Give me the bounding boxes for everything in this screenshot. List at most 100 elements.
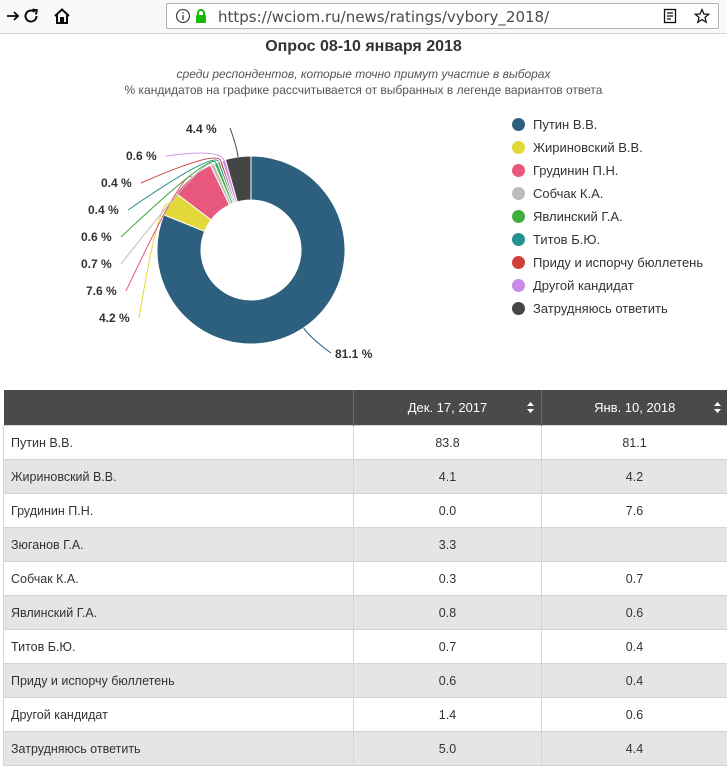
legend-item[interactable]: Грудинин П.Н. — [512, 159, 727, 182]
table-row: Затрудняюсь ответить 5.0 4.4 — [3, 731, 727, 766]
table-row: Другой кандидат 1.4 0.6 — [3, 697, 727, 732]
slice-leader-line — [120, 162, 213, 265]
legend-item[interactable]: Приду и испорчу бюллетень — [512, 251, 727, 274]
legend-marker-icon — [512, 164, 525, 177]
forward-arrow-icon[interactable] — [1, 4, 25, 28]
url-text[interactable]: https://wciom.ru/news/ratings/vybory_201… — [218, 8, 550, 26]
row-name-cell: Жириновский В.В. — [3, 459, 354, 494]
legend-label: Другой кандидат — [533, 278, 634, 293]
pie-slice[interactable] — [224, 155, 252, 203]
legend-marker-icon — [512, 141, 525, 154]
jan-2018-cell: 0.4 — [541, 663, 727, 698]
chart-subtitle: среди респондентов, которые точно примут… — [176, 67, 551, 81]
slice-data-label: 7.6 % — [86, 284, 117, 298]
table-header-row: Дек. 17, 2017 Янв. 10, 2018 — [3, 390, 727, 426]
jan-2018-cell: 4.4 — [541, 731, 727, 766]
dec-2017-cell: 0.0 — [353, 493, 542, 528]
legend-item[interactable]: Жириновский В.В. — [512, 136, 727, 159]
results-table: Дек. 17, 2017 Янв. 10, 2018 Путин В.В. 83… — [3, 390, 727, 766]
legend-marker-icon — [512, 118, 525, 131]
slice-data-label: 4.2 % — [99, 311, 130, 325]
legend-label: Приду и испорчу бюллетень — [533, 255, 704, 270]
chart-legend: Путин В.В. Жириновский В.В. Грудинин П.Н. С… — [512, 113, 727, 320]
table-row: Зюганов Г.А. 3.3 — [3, 527, 727, 562]
slice-data-label: 4.4 % — [186, 122, 217, 136]
table-row: Явлинский Г.А. 0.8 0.6 — [3, 595, 727, 630]
slice-leader-line — [120, 161, 217, 238]
legend-label: Собчак К.А. — [533, 186, 604, 201]
header-dec-2017[interactable]: Дек. 17, 2017 — [353, 390, 542, 426]
legend-label: Жириновский В.В. — [533, 140, 643, 155]
dec-2017-cell: 0.3 — [353, 561, 542, 596]
legend-label: Явлинский Г.А. — [533, 209, 623, 224]
slice-data-label: 0.4 % — [101, 176, 132, 190]
table-row: Собчак К.А. 0.3 0.7 — [3, 561, 727, 596]
legend-label: Путин В.В. — [533, 117, 598, 132]
legend-item[interactable]: Затрудняюсь ответить — [512, 297, 727, 320]
header-jan-2018[interactable]: Янв. 10, 2018 — [541, 390, 727, 426]
legend-item[interactable]: Другой кандидат — [512, 274, 727, 297]
legend-marker-icon — [512, 279, 525, 292]
jan-2018-cell: 4.2 — [541, 459, 727, 494]
dec-2017-cell: 3.3 — [353, 527, 542, 562]
row-name-cell: Собчак К.А. — [3, 561, 354, 596]
jan-2018-cell: 0.7 — [541, 561, 727, 596]
legend-label: Титов Б.Ю. — [533, 232, 601, 247]
table-row: Путин В.В. 83.8 81.1 — [3, 425, 727, 460]
jan-2018-cell: 7.6 — [541, 493, 727, 528]
row-name-cell: Приду и испорчу бюллетень — [3, 663, 354, 698]
bookmark-star-icon[interactable] — [694, 8, 710, 24]
lock-icon[interactable] — [193, 8, 209, 24]
legend-label: Затрудняюсь ответить — [533, 301, 668, 316]
row-name-cell: Затрудняюсь ответить — [3, 731, 354, 766]
slice-data-label: 0.4 % — [88, 203, 119, 217]
slice-data-label: 0.6 % — [81, 230, 112, 244]
legend-marker-icon — [512, 210, 525, 223]
row-name-cell: Зюганов Г.А. — [3, 527, 354, 562]
legend-item[interactable]: Титов Б.Ю. — [512, 228, 727, 251]
slice-leader-line — [140, 157, 222, 184]
header-dec-2017-label: Дек. 17, 2017 — [407, 400, 488, 415]
pie-slice[interactable] — [156, 155, 346, 345]
header-name[interactable] — [3, 390, 354, 426]
chart-title: Опрос 08-10 января 2018 — [265, 38, 462, 55]
legend-item[interactable]: Путин В.В. — [512, 113, 727, 136]
row-name-cell: Грудинин П.Н. — [3, 493, 354, 528]
chart-subtitle-note: % кандидатов на графике рассчитывается о… — [124, 83, 603, 97]
legend-label: Грудинин П.Н. — [533, 163, 619, 178]
reload-icon[interactable] — [19, 4, 43, 28]
table-row: Приду и испорчу бюллетень 0.6 0.4 — [3, 663, 727, 698]
jan-2018-cell — [541, 527, 727, 562]
dec-2017-cell: 0.6 — [353, 663, 542, 698]
home-icon[interactable] — [50, 4, 74, 28]
legend-marker-icon — [512, 302, 525, 315]
dec-2017-cell: 4.1 — [353, 459, 542, 494]
slice-data-label: 81.1 % — [335, 347, 373, 361]
row-name-cell: Другой кандидат — [3, 697, 354, 732]
dec-2017-cell: 83.8 — [353, 425, 542, 460]
table-row: Жириновский В.В. 4.1 4.2 — [3, 459, 727, 494]
slice-data-label: 0.7 % — [81, 257, 112, 271]
legend-item[interactable]: Собчак К.А. — [512, 182, 727, 205]
info-icon[interactable] — [175, 8, 191, 24]
dec-2017-cell: 0.7 — [353, 629, 542, 664]
jan-2018-cell: 0.6 — [541, 595, 727, 630]
jan-2018-cell: 0.4 — [541, 629, 727, 664]
slice-leader-line — [229, 127, 239, 157]
table-row: Титов Б.Ю. 0.7 0.4 — [3, 629, 727, 664]
legend-item[interactable]: Явлинский Г.А. — [512, 205, 727, 228]
legend-marker-icon — [512, 233, 525, 246]
address-bar[interactable]: https://wciom.ru/news/ratings/vybory_201… — [166, 3, 719, 29]
sort-icon[interactable] — [713, 402, 721, 413]
slice-leader-line — [165, 152, 225, 161]
dec-2017-cell: 1.4 — [353, 697, 542, 732]
legend-marker-icon — [512, 256, 525, 269]
jan-2018-cell: 0.6 — [541, 697, 727, 732]
slice-leader-line — [303, 327, 332, 354]
row-name-cell: Титов Б.Ю. — [3, 629, 354, 664]
table-row: Грудинин П.Н. 0.0 7.6 — [3, 493, 727, 528]
sort-icon[interactable] — [527, 402, 534, 413]
reader-view-icon[interactable] — [662, 8, 678, 24]
header-jan-2018-label: Янв. 10, 2018 — [594, 400, 676, 415]
slice-leader-line — [127, 159, 220, 211]
